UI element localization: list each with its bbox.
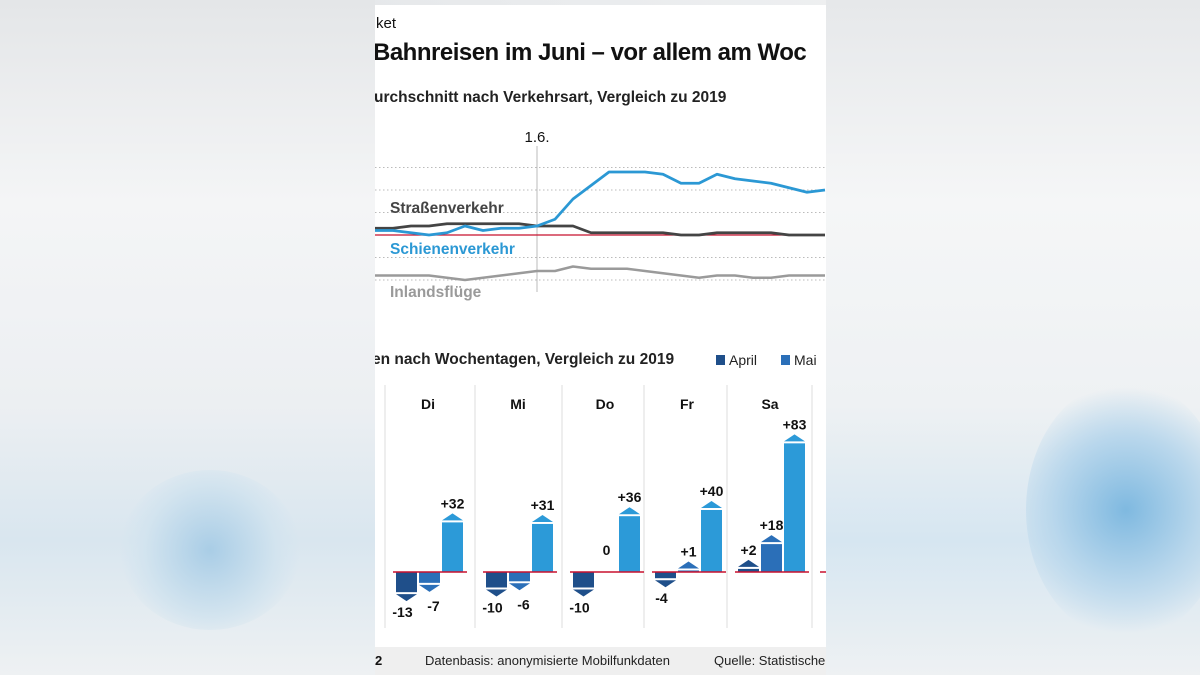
footer-data-basis: Datenbasis: anonymisierte Mobilfunkdaten bbox=[425, 653, 670, 668]
day-label-fr: Fr bbox=[680, 396, 695, 412]
bar bbox=[396, 572, 417, 593]
bar-value-label: +2 bbox=[741, 542, 757, 558]
series-line-road bbox=[375, 222, 825, 237]
up-arrow-icon bbox=[442, 513, 463, 521]
legend-april: April bbox=[716, 352, 757, 368]
bar bbox=[655, 572, 676, 579]
bar bbox=[573, 572, 594, 588]
bar-value-label: +36 bbox=[618, 489, 642, 505]
bar-value-label: +31 bbox=[531, 497, 555, 513]
bar bbox=[442, 522, 463, 572]
day-label-sa: Sa bbox=[761, 396, 778, 412]
legend-swatch-april bbox=[716, 355, 725, 365]
footer-source: Quelle: Statistische bbox=[714, 653, 826, 668]
bar bbox=[532, 523, 553, 572]
day-label-di: Di bbox=[421, 396, 435, 412]
line-chart-subtitle: urchschnitt nach Verkehrsart, Vergleich … bbox=[375, 89, 727, 106]
legend-label-april: April bbox=[729, 352, 758, 368]
bar bbox=[509, 572, 530, 582]
bar bbox=[738, 568, 759, 572]
bar-value-label: +83 bbox=[783, 416, 807, 432]
bar-value-label: -10 bbox=[569, 600, 589, 616]
legend-label-mai: Mai bbox=[794, 352, 817, 368]
series-label-road: Straßenverkehr bbox=[390, 200, 504, 217]
down-arrow-icon bbox=[396, 594, 417, 602]
bar-value-label: 0 bbox=[603, 542, 611, 558]
bar-chart-subtitle: en nach Wochentagen, Vergleich zu 2019 bbox=[375, 351, 675, 368]
series-line-rail bbox=[375, 170, 826, 237]
legend-mai: Mai bbox=[781, 352, 817, 368]
bar bbox=[784, 443, 805, 572]
bar bbox=[761, 544, 782, 572]
footer: 2 Datenbasis: anonymisierte Mobilfunkdat… bbox=[375, 647, 826, 675]
bar-value-label: -4 bbox=[655, 590, 668, 606]
infographic: ket Bahnreisen im Juni – vor allem am Wo… bbox=[375, 5, 826, 675]
up-arrow-icon bbox=[738, 559, 759, 567]
date-marker-label: 1.6. bbox=[524, 129, 549, 146]
day-label-mi: Mi bbox=[510, 396, 526, 412]
bar-value-label: -10 bbox=[482, 600, 502, 616]
bar bbox=[619, 516, 640, 572]
bar bbox=[701, 510, 722, 572]
bar bbox=[486, 572, 507, 588]
down-arrow-icon bbox=[419, 584, 440, 592]
up-arrow-icon bbox=[619, 507, 640, 515]
bar-value-label: -7 bbox=[427, 598, 440, 614]
up-arrow-icon bbox=[784, 434, 805, 442]
bar-value-label: +40 bbox=[700, 483, 724, 499]
series-line-flights bbox=[375, 265, 825, 282]
charts-svg: 1.6. Straßenverkehr Schienenverkehr Inlands… bbox=[375, 129, 826, 628]
blurred-background-left bbox=[0, 0, 375, 675]
down-arrow-icon bbox=[655, 580, 676, 588]
chart-title: Bahnreisen im Juni – vor allem am Woc bbox=[375, 39, 807, 66]
series-label-rail: Schienenverkehr bbox=[390, 241, 515, 258]
footer-left: 2 bbox=[375, 653, 383, 668]
bar-value-label: -13 bbox=[392, 604, 412, 620]
bar bbox=[419, 572, 440, 583]
kicker: ket bbox=[376, 15, 397, 32]
up-arrow-icon bbox=[678, 561, 699, 569]
bar-value-label: +18 bbox=[760, 517, 784, 533]
up-arrow-icon bbox=[532, 514, 553, 522]
bar-value-label: +1 bbox=[681, 543, 697, 559]
up-arrow-icon bbox=[701, 501, 722, 508]
bar-value-label: -6 bbox=[517, 596, 530, 612]
down-arrow-icon bbox=[509, 583, 530, 591]
series-label-flights: Inlandsflüge bbox=[390, 284, 482, 301]
day-label-do: Do bbox=[596, 396, 615, 412]
bar-value-label: +32 bbox=[441, 495, 465, 511]
bar bbox=[678, 570, 699, 572]
down-arrow-icon bbox=[486, 589, 507, 597]
legend-swatch-mai bbox=[781, 355, 790, 365]
up-arrow-icon bbox=[761, 535, 782, 543]
blurred-background-right bbox=[826, 0, 1200, 675]
down-arrow-icon bbox=[573, 589, 594, 597]
